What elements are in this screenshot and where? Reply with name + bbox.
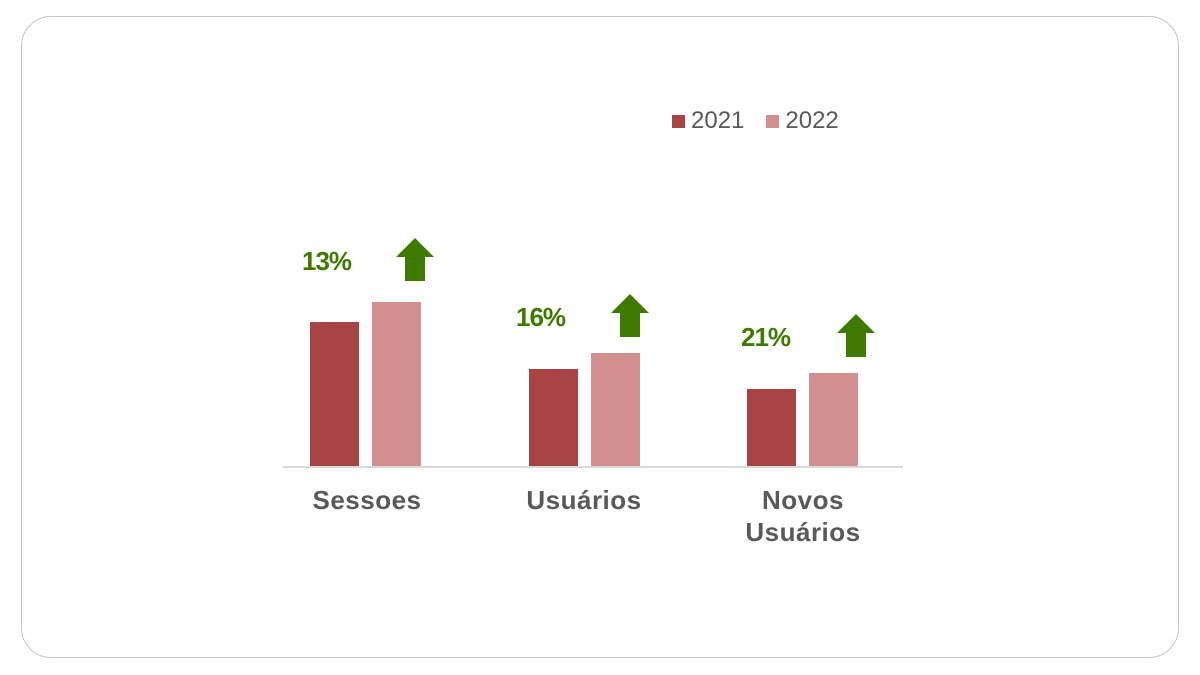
legend-swatch-2022 [766, 114, 780, 128]
growth-label-novos-usuarios: 21% [741, 322, 791, 352]
growth-label-sessoes: 13% [302, 246, 352, 276]
x-tick-text: Usuários [526, 485, 642, 515]
up-arrow-icon [396, 238, 434, 281]
bar-usuarios-2022 [591, 353, 640, 467]
chart-legend: 2021 2022 [672, 107, 861, 135]
legend-label-2021: 2021 [691, 107, 745, 134]
legend-item-2022: 2022 [766, 107, 839, 135]
bar-sessoes-2022 [372, 302, 421, 467]
chart-frame [21, 16, 1179, 658]
x-tick-text-line2: Usuários [745, 517, 861, 547]
legend-label-2022: 2022 [785, 107, 839, 134]
legend-item-2021: 2021 [672, 107, 744, 135]
bar-novos-usuarios-2021 [747, 389, 796, 467]
x-tick-text-line1: Novos [762, 485, 844, 515]
bar-sessoes-2021 [310, 322, 359, 467]
up-arrow-icon [837, 314, 875, 357]
bar-novos-usuarios-2022 [809, 373, 858, 467]
x-tick-label-novos-usuarios: Novos Usuários [703, 484, 903, 548]
x-tick-text: Sessoes [312, 485, 422, 515]
x-tick-label-sessoes: Sessoes [267, 484, 467, 516]
growth-label-usuarios: 16% [516, 302, 566, 332]
legend-swatch-2021 [672, 114, 685, 128]
up-arrow-icon [611, 294, 649, 337]
bar-usuarios-2021 [529, 369, 578, 467]
x-tick-label-usuarios: Usuários [484, 484, 684, 516]
x-axis-line [283, 466, 903, 468]
